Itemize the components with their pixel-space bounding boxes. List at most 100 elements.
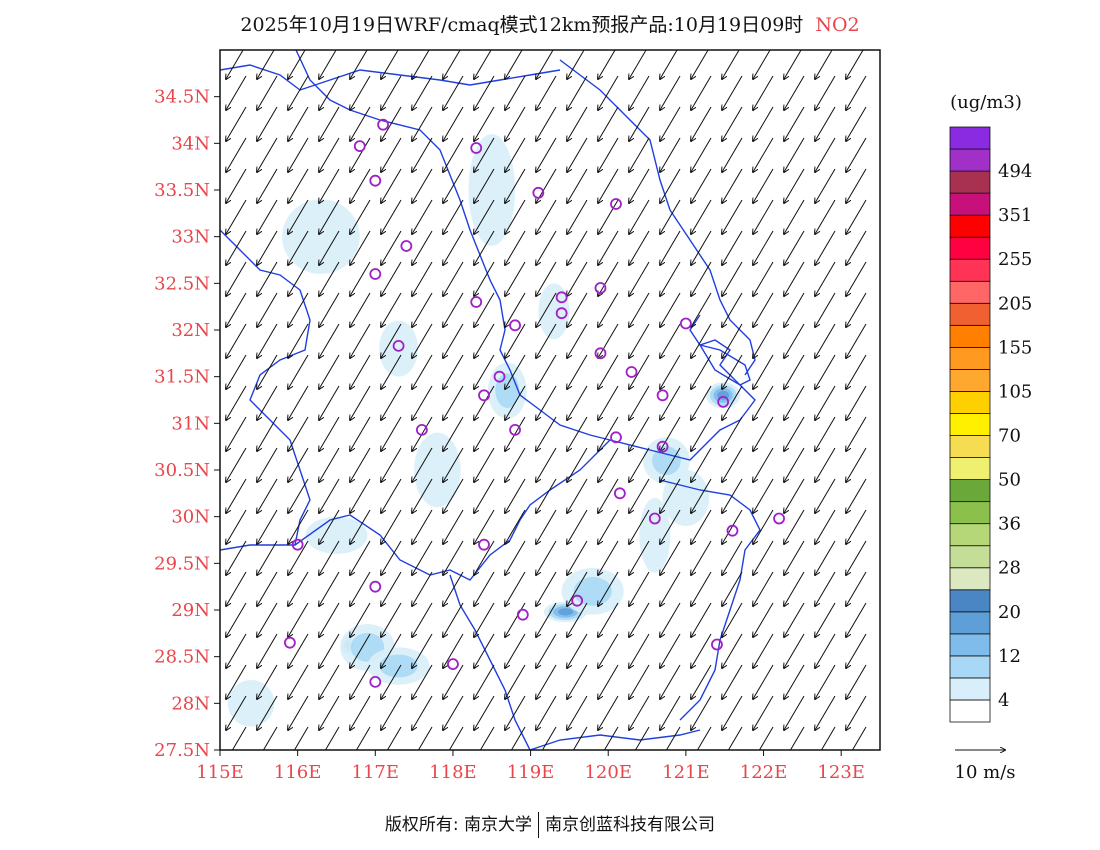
wind-arrow xyxy=(536,292,557,327)
wind-arrow xyxy=(257,416,278,451)
wind-arrow xyxy=(784,478,805,513)
wind-arrow xyxy=(510,726,526,750)
wind-arrow xyxy=(846,540,867,575)
wind-arrow xyxy=(691,230,712,265)
wind-arrow xyxy=(443,75,464,110)
wind-arrow xyxy=(226,416,247,451)
station-marker xyxy=(555,307,568,320)
wind-arrow xyxy=(536,385,557,420)
wind-arrow xyxy=(288,385,309,420)
wind-arrow xyxy=(722,447,743,482)
wind-arrow xyxy=(660,323,681,358)
wind-arrow xyxy=(629,137,650,172)
wind-arrow xyxy=(629,230,650,265)
wind-arrow xyxy=(691,571,712,606)
wind-arrow xyxy=(350,416,371,451)
wind-arrow xyxy=(350,509,371,544)
wind-arrow xyxy=(696,726,712,750)
wind-arrow xyxy=(474,75,495,110)
wind-arrow xyxy=(722,323,743,358)
wind-arrow xyxy=(412,323,433,358)
axis-ticks: 115E 116E 117E 118E 119E 120E 121E 122E 123E 27.5… xyxy=(154,87,865,783)
wind-arrow xyxy=(815,540,836,575)
wind-arrow xyxy=(567,540,588,575)
wind-arrow xyxy=(505,571,526,606)
wind-arrow xyxy=(722,695,743,730)
wind-arrow xyxy=(505,478,526,513)
x-tick-label: 117E xyxy=(352,762,400,783)
wind-arrow xyxy=(598,664,619,699)
legend-label: 28 xyxy=(998,558,1021,579)
wind-arrow xyxy=(226,447,247,482)
wind-arrow xyxy=(846,509,867,544)
wind-arrow xyxy=(474,478,495,513)
station-marker xyxy=(613,487,626,500)
wind-arrow xyxy=(381,602,402,637)
wind-arrow xyxy=(603,726,619,750)
wind-arrow xyxy=(257,106,278,141)
wind-arrow xyxy=(226,478,247,513)
legend-swatch xyxy=(949,633,991,657)
y-tick-label: 29.5N xyxy=(154,553,210,574)
wind-arrow xyxy=(846,602,867,637)
wind-arrow xyxy=(443,261,464,296)
wind-arrow xyxy=(567,695,588,730)
wind-arrow xyxy=(536,447,557,482)
wind-arrow xyxy=(350,354,371,389)
x-tick-label: 116E xyxy=(274,762,322,783)
station-marker xyxy=(773,512,785,525)
wind-arrow xyxy=(319,478,340,513)
wind-arrow xyxy=(567,261,588,296)
y-tick-label: 29N xyxy=(171,600,210,621)
wind-arrow xyxy=(846,478,867,513)
wind-arrow xyxy=(846,199,867,234)
station-marker xyxy=(447,658,459,671)
wind-arrow xyxy=(474,385,495,420)
wind-arrow xyxy=(784,416,805,451)
wind-arrow xyxy=(350,633,371,668)
wind-arrow xyxy=(350,168,371,203)
legend-swatch xyxy=(949,170,991,194)
wind-arrow xyxy=(226,695,247,730)
y-tick-label: 31N xyxy=(171,413,210,434)
footer-left: 版权所有: 南京大学 xyxy=(384,815,533,835)
wind-arrow xyxy=(474,354,495,389)
legend-label: 4 xyxy=(998,690,1009,711)
wind-arrow xyxy=(319,416,340,451)
wind-arrow xyxy=(598,478,619,513)
wind-arrow xyxy=(257,199,278,234)
wind-arrow xyxy=(412,137,433,172)
wind-arrow xyxy=(722,509,743,544)
footer-right: 南京创蓝科技有限公司 xyxy=(545,815,716,835)
legend-swatch xyxy=(949,369,991,392)
wind-arrow xyxy=(226,292,247,327)
legend-label: 205 xyxy=(998,293,1032,314)
wind-arrow xyxy=(226,168,247,203)
station-marker xyxy=(353,140,366,153)
wind-arrow xyxy=(226,230,247,265)
wind-arrow xyxy=(815,478,836,513)
wind-arrow xyxy=(758,726,774,750)
wind-arrow xyxy=(784,385,805,420)
yangtze-estuary xyxy=(698,343,751,386)
legend-swatch xyxy=(949,148,991,172)
wind-arrow xyxy=(629,354,650,389)
wind-arrow xyxy=(660,385,681,420)
wind-arrow xyxy=(572,726,588,750)
wind-arrow xyxy=(505,137,526,172)
wind-arrow xyxy=(288,106,309,141)
wind-arrow xyxy=(727,726,743,750)
wind-arrow xyxy=(474,106,495,141)
wind-arrow xyxy=(598,230,619,265)
wind-arrow xyxy=(381,323,402,358)
station-marker xyxy=(493,370,506,383)
station-marker xyxy=(415,423,428,436)
x-tick-label: 121E xyxy=(662,762,710,783)
wind-arrow xyxy=(629,323,650,358)
wind-arrow xyxy=(288,261,309,296)
wind-arrow xyxy=(567,323,588,358)
wind-arrow xyxy=(567,75,588,110)
wind-arrow xyxy=(412,571,433,606)
legend-label: 70 xyxy=(998,426,1021,447)
wind-arrow xyxy=(846,447,867,482)
